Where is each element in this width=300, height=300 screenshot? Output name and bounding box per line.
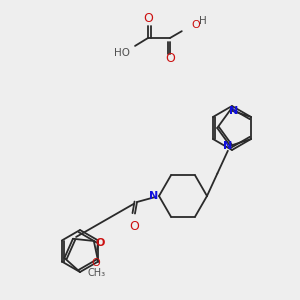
- Text: O: O: [129, 220, 139, 232]
- Text: CH₃: CH₃: [87, 268, 105, 278]
- Text: N: N: [223, 141, 232, 151]
- Text: H: H: [199, 16, 207, 26]
- Text: HO: HO: [114, 48, 130, 58]
- Text: N: N: [149, 191, 159, 201]
- Text: O: O: [95, 238, 104, 248]
- Text: O: O: [92, 259, 100, 269]
- Text: O: O: [165, 52, 175, 65]
- Text: O: O: [191, 20, 200, 30]
- Text: N: N: [229, 106, 238, 116]
- Text: O: O: [143, 11, 153, 25]
